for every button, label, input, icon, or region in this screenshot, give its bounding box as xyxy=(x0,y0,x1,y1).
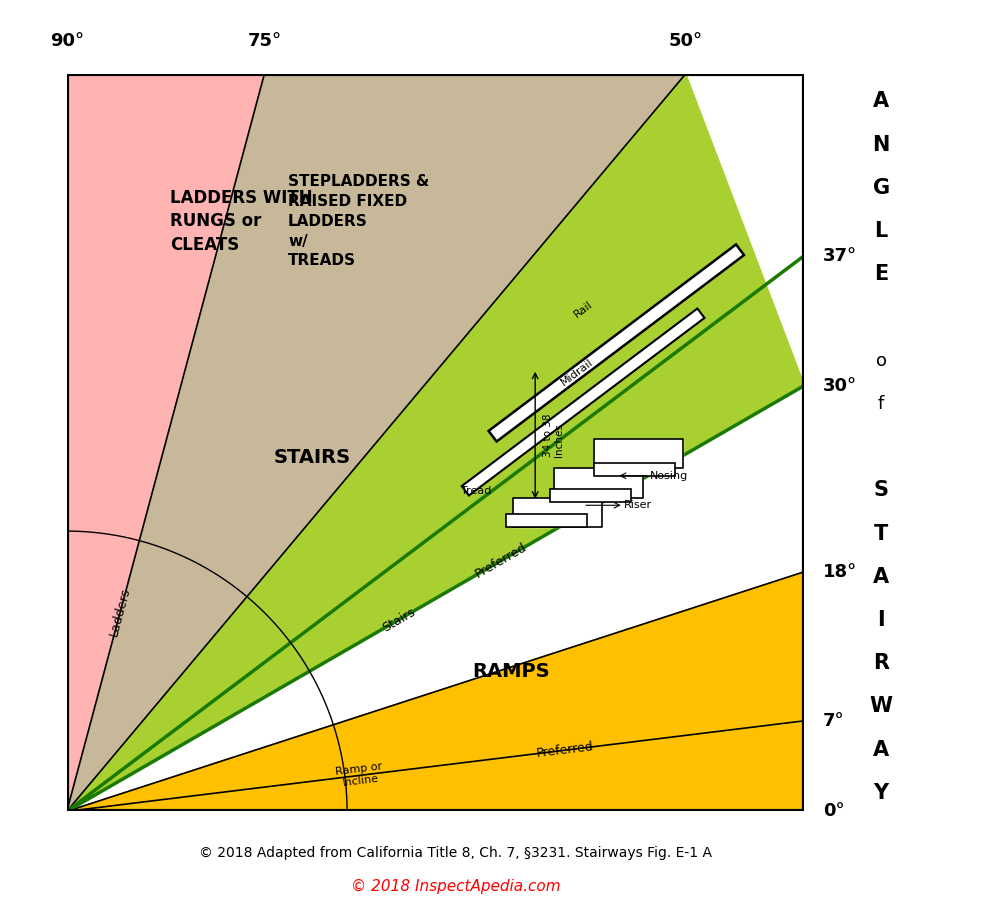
Text: A: A xyxy=(873,91,889,112)
Text: Riser: Riser xyxy=(624,501,651,510)
Polygon shape xyxy=(66,385,805,811)
Polygon shape xyxy=(594,439,683,468)
Text: S: S xyxy=(873,480,889,501)
Text: N: N xyxy=(872,135,890,155)
Text: Rail: Rail xyxy=(572,300,595,320)
Polygon shape xyxy=(489,244,744,442)
Polygon shape xyxy=(513,498,602,527)
Polygon shape xyxy=(461,309,705,495)
Text: LADDERS WITH
RUNGS or
CLEATS: LADDERS WITH RUNGS or CLEATS xyxy=(170,189,313,254)
Polygon shape xyxy=(66,572,805,811)
Text: STEPLADDERS &
RAISED FIXED
LADDERS
w/
TREADS: STEPLADDERS & RAISED FIXED LADDERS w/ TR… xyxy=(288,174,430,268)
Text: Midrail: Midrail xyxy=(559,357,596,388)
Text: T: T xyxy=(874,524,888,544)
Text: I: I xyxy=(877,610,885,630)
Polygon shape xyxy=(66,74,686,811)
Text: © 2018 Adapted from California Title 8, Ch. 7, §3231. Stairways Fig. E-1 A: © 2018 Adapted from California Title 8, … xyxy=(199,845,712,860)
Text: R: R xyxy=(873,654,889,673)
Text: 34 to 38
Inches: 34 to 38 Inches xyxy=(543,413,564,457)
Text: 90°: 90° xyxy=(50,32,84,50)
Text: E: E xyxy=(874,265,888,284)
Text: Tread: Tread xyxy=(460,486,491,495)
Text: © 2018 InspectApedia.com: © 2018 InspectApedia.com xyxy=(350,880,560,894)
Bar xyxy=(506,514,587,527)
Text: 50°: 50° xyxy=(668,32,703,50)
Text: Preferred: Preferred xyxy=(536,740,594,761)
Text: Ramp or
Incline: Ramp or Incline xyxy=(335,762,384,789)
Text: W: W xyxy=(869,696,893,716)
Bar xyxy=(549,489,631,502)
Text: A: A xyxy=(873,739,889,760)
Text: Nosing: Nosing xyxy=(649,471,688,480)
Text: G: G xyxy=(872,178,890,198)
Text: 7°: 7° xyxy=(823,712,844,730)
Polygon shape xyxy=(66,74,805,811)
Text: 37°: 37° xyxy=(823,246,857,265)
Text: L: L xyxy=(874,221,888,241)
Bar xyxy=(594,463,675,476)
Text: 75°: 75° xyxy=(248,32,281,50)
Text: Preferred: Preferred xyxy=(473,540,530,581)
Polygon shape xyxy=(553,468,643,498)
Text: o: o xyxy=(875,351,887,370)
Text: RAMPS: RAMPS xyxy=(472,662,550,680)
Text: Stairs: Stairs xyxy=(380,605,418,634)
Text: 30°: 30° xyxy=(823,376,857,395)
Text: 0°: 0° xyxy=(823,802,844,821)
Text: Y: Y xyxy=(873,783,889,803)
Polygon shape xyxy=(66,74,264,811)
Text: STAIRS: STAIRS xyxy=(273,448,350,467)
Text: Ladders: Ladders xyxy=(108,586,133,638)
Text: 18°: 18° xyxy=(823,562,857,581)
Text: A: A xyxy=(873,567,889,586)
Text: f: f xyxy=(878,395,884,413)
